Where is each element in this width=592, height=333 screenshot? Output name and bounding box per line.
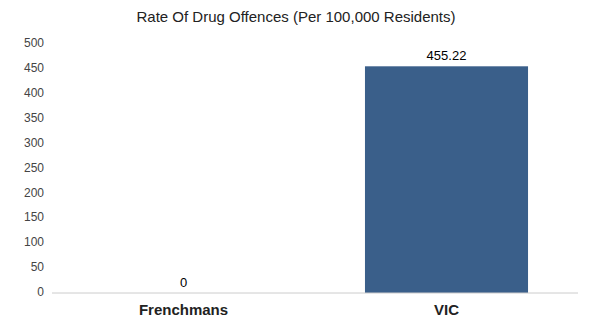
y-tick-label: 300 <box>24 136 44 150</box>
x-axis-line <box>52 293 578 294</box>
bars <box>365 66 528 293</box>
y-tick-label: 50 <box>31 260 45 274</box>
y-tick-label: 450 <box>24 61 44 75</box>
y-tick-label: 250 <box>24 161 44 175</box>
x-axis: Frenchmans VIC <box>139 301 459 318</box>
y-tick-label: 150 <box>24 210 44 224</box>
x-tick-label: VIC <box>434 301 459 318</box>
data-labels: 0 455.22 <box>180 48 467 290</box>
y-axis: 0 50 100 150 200 250 300 350 400 450 500 <box>24 36 44 299</box>
y-tick-label: 0 <box>37 285 44 299</box>
y-tick-label: 500 <box>24 36 44 50</box>
y-tick-label: 400 <box>24 86 44 100</box>
chart-container: Rate Of Drug Offences (Per 100,000 Resid… <box>0 0 592 333</box>
data-label: 455.22 <box>427 48 467 63</box>
y-tick-label: 200 <box>24 186 44 200</box>
y-tick-label: 350 <box>24 111 44 125</box>
bar <box>365 66 528 293</box>
y-tick-label: 100 <box>24 235 44 249</box>
chart-svg: Rate Of Drug Offences (Per 100,000 Resid… <box>0 0 592 333</box>
chart-title: Rate Of Drug Offences (Per 100,000 Resid… <box>136 8 455 25</box>
x-tick-label: Frenchmans <box>139 301 228 318</box>
data-label: 0 <box>180 275 187 290</box>
